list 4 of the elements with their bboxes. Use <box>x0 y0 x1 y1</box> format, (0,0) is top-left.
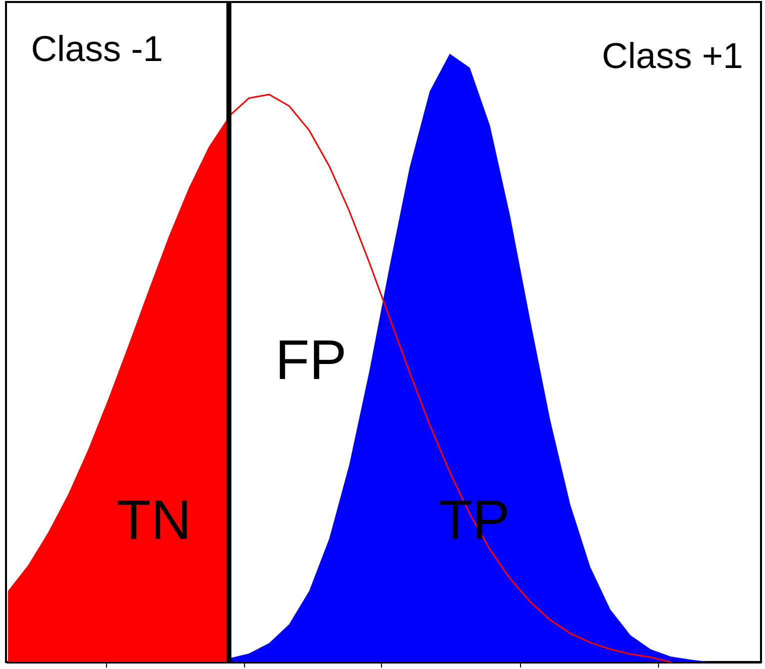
annotation: TN <box>116 488 192 551</box>
annotation: FP <box>275 328 347 391</box>
annotation: Class +1 <box>602 35 743 76</box>
annotation: Class -1 <box>31 28 164 69</box>
